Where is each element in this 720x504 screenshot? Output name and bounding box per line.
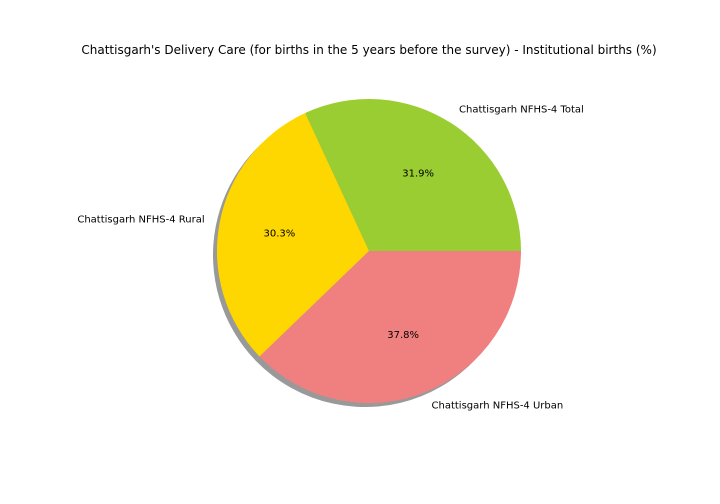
slice-label-chattisgarh-nfhs-4-urban: Chattisgarh NFHS-4 Urban bbox=[432, 401, 564, 412]
pie-slice-chattisgarh-nfhs-4-total bbox=[305, 98, 521, 252]
slice-label-chattisgarh-nfhs-4-total: Chattisgarh NFHS-4 Total bbox=[459, 105, 584, 116]
pie-slice-chattisgarh-nfhs-4-urban bbox=[259, 251, 521, 404]
pie-slice-chattisgarh-nfhs-4-rural bbox=[216, 113, 369, 357]
slice-percent-chattisgarh-nfhs-4-urban: 37.8% bbox=[387, 330, 419, 341]
chart-title: Chattisgarh's Delivery Care (for births … bbox=[81, 43, 656, 57]
slice-percent-chattisgarh-nfhs-4-rural: 30.3% bbox=[263, 229, 295, 240]
slice-percent-chattisgarh-nfhs-4-total: 31.9% bbox=[402, 169, 434, 180]
slice-label-chattisgarh-nfhs-4-rural: Chattisgarh NFHS-4 Rural bbox=[77, 215, 204, 226]
pie-labels: Chattisgarh NFHS-4 Total 31.9% Chattisgarh… bbox=[77, 105, 583, 412]
pie-slices bbox=[216, 98, 521, 404]
